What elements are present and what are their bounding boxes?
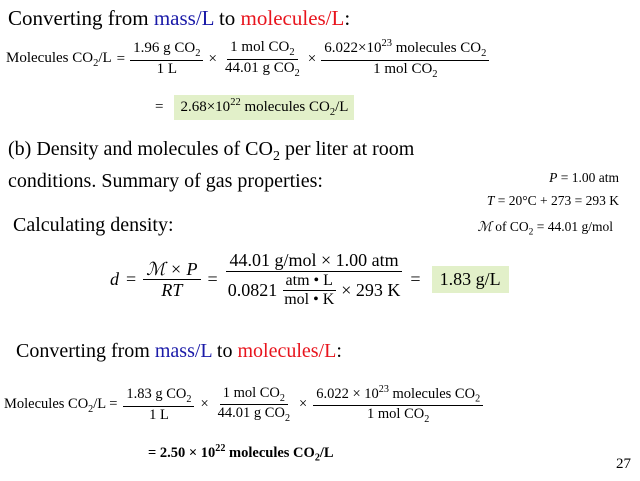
fraction-molar-mass: 1 mol CO2 44.01 g CO2 bbox=[224, 39, 300, 80]
equals-sign: = bbox=[207, 269, 218, 290]
density-result-highlight: 1.83 g/L bbox=[431, 266, 509, 294]
fraction-avogadro: 6.022×1023 molecules CO2 1 mol CO2 bbox=[321, 38, 490, 81]
fraction-density-values: 44.01 g/mol × 1.00 atm 0.0821 atm • L mo… bbox=[226, 250, 402, 309]
heading-text: to bbox=[213, 6, 241, 30]
heading-converting-2: Converting from mass/L to molecules/L: bbox=[16, 340, 342, 363]
part-b-line-2: conditions. Summary of gas properties: bbox=[8, 170, 323, 192]
heading-text: Converting from bbox=[8, 6, 154, 30]
fraction-molar-mass: 1 mol CO2 44.01 g CO2 bbox=[217, 384, 291, 425]
property-molar-mass: ℳ of CO2 = 44.01 g/mol bbox=[477, 219, 613, 238]
heading-converting-1: Converting from mass/L to molecules/L: bbox=[8, 6, 350, 31]
heading-text: : bbox=[336, 340, 342, 362]
heading-text: Converting from bbox=[16, 340, 155, 362]
density-heading: Calculating density: bbox=[13, 214, 174, 236]
fraction-density-formula: ℳ × P RT bbox=[143, 259, 201, 301]
equation-density: d = ℳ × P RT = 44.01 g/mol × 1.00 atm 0.… bbox=[110, 250, 509, 309]
equation-molecules-per-liter-2: Molecules CO2/L = 1.83 g CO2 1 L × 1 mol… bbox=[4, 384, 484, 426]
equals-sign: = bbox=[126, 269, 137, 290]
equation-result-2: = 2.50 × 1022 molecules CO2/L bbox=[148, 443, 334, 464]
heading-text: : bbox=[344, 6, 351, 30]
equals-sign: = bbox=[410, 269, 421, 290]
times-sign: × bbox=[200, 396, 209, 413]
fraction-mass-per-liter: 1.96 g CO2 1 L bbox=[130, 40, 204, 78]
equation-result-1: = 2.68×1022 molecules CO2/L bbox=[150, 95, 355, 120]
fraction-avogadro: 6.022 × 1023 molecules CO2 1 mol CO2 bbox=[313, 384, 484, 426]
eq3-lhs: Molecules CO2/L = bbox=[4, 395, 118, 415]
eq1-lhs: Molecules CO2/L bbox=[6, 50, 112, 70]
times-sign: × bbox=[208, 51, 217, 68]
times-sign: × bbox=[307, 51, 317, 68]
property-pressure: P = 1.00 atm bbox=[549, 170, 619, 185]
mass-per-liter-text: mass/L bbox=[153, 6, 214, 30]
fraction-gas-constant-units: atm • L mol • K bbox=[282, 271, 336, 309]
equals-sign: = bbox=[155, 99, 164, 115]
molecules-per-liter-text: molecules/L bbox=[240, 6, 345, 30]
page-number: 27 bbox=[616, 456, 631, 472]
heading-text: to bbox=[211, 340, 238, 362]
equals-sign: = bbox=[116, 51, 126, 68]
property-temperature: T = 20°C + 273 = 293 K bbox=[486, 193, 619, 208]
part-b-line-1: (b) Density and molecules of CO2 per lit… bbox=[8, 138, 415, 164]
mass-per-liter-text: mass/L bbox=[154, 340, 212, 362]
molecules-per-liter-text: molecules/L bbox=[237, 340, 337, 362]
result-highlight: 2.68×1022 molecules CO2/L bbox=[174, 95, 355, 120]
equation-molecules-per-liter-1: Molecules CO2/L = 1.96 g CO2 1 L × 1 mol… bbox=[6, 38, 490, 81]
density-symbol: d bbox=[110, 269, 119, 290]
fraction-mass-per-liter: 1.83 g CO2 1 L bbox=[123, 386, 195, 423]
times-sign: × bbox=[299, 396, 308, 413]
